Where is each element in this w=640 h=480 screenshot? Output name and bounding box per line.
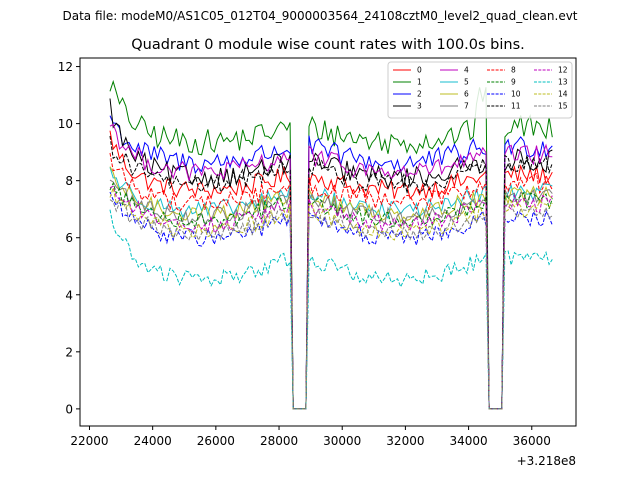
y-tick-label: 6 — [65, 231, 73, 245]
series-line-14 — [109, 186, 553, 410]
series-line-13 — [109, 209, 553, 410]
legend-label-4: 4 — [464, 66, 469, 75]
legend-label-3: 3 — [417, 102, 422, 111]
legend-label-14: 14 — [558, 90, 568, 99]
series-line-11 — [109, 135, 553, 410]
y-tick-label: 0 — [65, 402, 73, 416]
chart-title: Quadrant 0 module wise count rates with … — [131, 37, 525, 53]
series-line-0 — [109, 130, 553, 410]
series-line-4 — [109, 123, 553, 410]
legend-label-1: 1 — [417, 78, 422, 87]
legend-label-9: 9 — [511, 78, 516, 87]
legend-label-10: 10 — [511, 90, 521, 99]
y-tick-label: 4 — [65, 288, 73, 302]
legend-label-11: 11 — [511, 102, 521, 111]
x-tick-label: 32000 — [386, 434, 424, 448]
x-tick-label: 24000 — [134, 434, 172, 448]
y-axis: 0 2 4 6 8 10 12 — [58, 60, 80, 416]
y-tick-label: 8 — [65, 174, 73, 188]
legend-box — [387, 61, 573, 119]
y-tick-label: 2 — [65, 345, 73, 359]
series-line-8 — [109, 152, 553, 410]
x-tick-label: 22000 — [70, 434, 108, 448]
legend-label-13: 13 — [558, 78, 568, 87]
legend-label-15: 15 — [558, 102, 568, 111]
x-tick-label: 36000 — [513, 434, 551, 448]
series-line-12 — [109, 185, 553, 410]
x-axis-offset-label: +3.218e8 — [517, 454, 576, 468]
series-line-15 — [109, 199, 553, 410]
series-layer — [109, 79, 553, 410]
legend-label-5: 5 — [464, 78, 469, 87]
legend-label-2: 2 — [417, 90, 422, 99]
x-axis: 22000 24000 26000 28000 30000 32000 34000 36000 — [70, 426, 551, 448]
data-file-header: Data file: modeM0/AS1C05_012T04_90000035… — [62, 9, 577, 23]
y-tick-label: 10 — [58, 117, 73, 131]
x-tick-label: 30000 — [323, 434, 361, 448]
legend-label-0: 0 — [417, 66, 422, 75]
plot-frame — [79, 57, 577, 427]
x-tick-label: 34000 — [449, 434, 487, 448]
x-tick-label: 26000 — [197, 434, 235, 448]
series-line-9 — [109, 181, 553, 410]
y-tick-label: 12 — [58, 60, 73, 74]
legend-label-8: 8 — [511, 66, 516, 75]
legend-label-7: 7 — [464, 102, 469, 111]
series-line-2 — [109, 115, 553, 410]
legend-label-6: 6 — [464, 90, 469, 99]
legend-label-12: 12 — [558, 66, 568, 75]
x-tick-label: 28000 — [260, 434, 298, 448]
